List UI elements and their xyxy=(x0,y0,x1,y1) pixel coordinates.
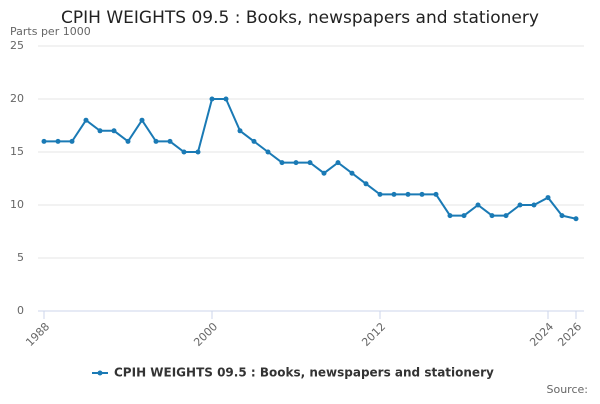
y-axis-label: Parts per 1000 xyxy=(10,25,91,38)
point xyxy=(209,96,215,102)
point xyxy=(111,128,117,134)
series-line xyxy=(44,98,577,220)
point xyxy=(279,160,285,166)
y-tick-label: 10 xyxy=(10,198,24,211)
source: Source: xyxy=(547,383,589,396)
point xyxy=(69,138,75,144)
point xyxy=(559,213,565,219)
point xyxy=(55,138,61,144)
point xyxy=(377,191,383,197)
point xyxy=(251,138,257,144)
point xyxy=(153,138,159,144)
point xyxy=(293,160,299,166)
point xyxy=(41,138,47,144)
y-tick-label: 15 xyxy=(10,145,24,158)
point xyxy=(265,149,271,155)
point xyxy=(181,149,187,155)
y-tick-label: 5 xyxy=(17,251,24,264)
point xyxy=(545,195,551,201)
point xyxy=(83,117,89,123)
point xyxy=(489,213,495,219)
point xyxy=(475,202,481,208)
point xyxy=(447,213,453,219)
point xyxy=(237,128,243,134)
x-tick-label: 1988 xyxy=(23,320,52,349)
x-tick-label: 2012 xyxy=(359,320,388,349)
legend-label: CPIH WEIGHTS 09.5 : Books, newspapers an… xyxy=(114,366,494,380)
x-tick-label: 2024 xyxy=(527,320,556,349)
point xyxy=(125,138,131,144)
x-tick-label: 2026 xyxy=(555,320,584,349)
y-tick-label: 20 xyxy=(10,92,24,105)
point xyxy=(419,191,425,197)
point xyxy=(349,170,355,176)
point xyxy=(573,216,579,222)
y-tick-label: 0 xyxy=(17,304,24,317)
point xyxy=(223,96,229,102)
point xyxy=(531,202,537,208)
point xyxy=(391,191,397,197)
point xyxy=(307,160,313,166)
point xyxy=(167,138,173,144)
point xyxy=(405,191,411,197)
point xyxy=(433,191,439,197)
point xyxy=(363,181,369,187)
y-tick-label: 25 xyxy=(10,39,24,52)
point xyxy=(195,149,201,155)
point xyxy=(503,213,509,219)
point xyxy=(321,170,327,176)
x-tick-label: 2000 xyxy=(191,320,220,349)
point xyxy=(97,128,103,134)
point xyxy=(517,202,523,208)
legend-marker xyxy=(97,370,103,376)
chart-title: CPIH WEIGHTS 09.5 : Books, newspapers an… xyxy=(61,8,539,28)
point xyxy=(461,213,467,219)
point xyxy=(335,160,341,166)
point xyxy=(139,117,145,123)
